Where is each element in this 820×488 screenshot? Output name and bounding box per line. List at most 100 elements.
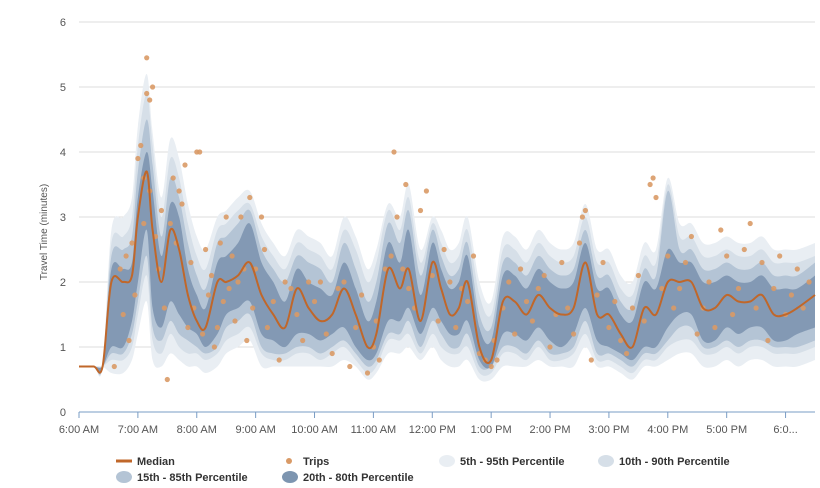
trip-point [794,266,800,272]
trip-point [800,305,806,311]
trip-point [294,311,300,318]
trip-point [488,363,494,370]
trip-point [214,324,220,331]
trip-point [364,370,371,376]
y-tick-label: 1 [60,342,66,354]
trip-point [635,272,642,279]
trip-point [724,253,730,259]
trip-point [117,266,123,272]
trip-point [665,253,671,259]
median-line [78,170,816,374]
trip-point [753,305,759,311]
x-tick-label: 7:00 AM [118,424,158,436]
trip-point [132,292,138,298]
trip-point [706,279,712,285]
trip-point [158,207,164,214]
trip-point [600,259,606,266]
y-axis-title: Travel Time (minutes) [39,184,50,280]
trip-point [618,337,624,344]
trip-point [535,285,541,292]
trip-point [167,220,173,227]
x-tick-label: 6:00 AM [59,424,99,436]
trip-point [470,253,477,259]
trip-point [264,324,270,331]
trip-point [423,188,429,194]
trip-point [317,279,323,285]
x-tick-label: 4:00 PM [647,424,688,436]
trip-point [211,344,217,350]
trip-point [518,266,524,272]
trip-point [359,292,365,298]
trip-point [417,207,424,214]
legend-item-band-15-85: 15th - 85th Percentile [116,471,248,484]
legend-swatch-band-20-80 [282,471,298,483]
trip-point [641,318,647,324]
trip-point [403,181,409,188]
legend: Median Trips 5th - 95th Percentile 10th - 9… [116,455,730,484]
trip-point [179,201,185,207]
y-tick-label: 3 [60,212,66,224]
trip-point [226,285,232,292]
trip-point [141,220,147,227]
y-tick-label: 6 [60,17,66,29]
trip-point [529,318,536,324]
trip-point [144,90,150,97]
trip-point [188,259,194,266]
trip-point [718,227,724,233]
trip-point [288,285,294,292]
trip-point [235,279,241,285]
legend-swatch-band-10-90 [598,455,614,467]
trip-point [576,240,583,246]
trip-point [788,292,795,298]
trip-point [541,272,547,279]
legend-swatch-trips [286,458,292,464]
trip-point [671,305,677,311]
trip-point [135,155,141,162]
trip-point [341,279,347,285]
trip-point [376,357,382,363]
trip-point [223,214,229,220]
legend-item-trips: Trips [286,456,329,468]
trip-point [129,240,135,246]
trip-point [205,292,212,298]
trip-point [647,181,653,188]
trip-point [400,266,406,272]
trip-point [335,285,341,292]
trip-point [747,220,753,227]
trip-point [582,207,589,214]
x-tick-label: 3:00 PM [588,424,629,436]
trip-point [629,305,636,311]
percentile-bands [79,73,815,382]
trip-point [382,266,388,272]
trip-point [111,363,117,370]
trip-point [659,285,665,292]
trip-point [182,162,188,168]
trip-point [150,84,156,90]
trip-point [244,337,250,344]
trip-point [579,214,586,220]
trip-points [111,55,812,383]
trip-point [161,305,167,311]
trip-point [624,350,630,357]
legend-label: Median [137,456,175,468]
trip-point [465,298,471,305]
trip-point [712,324,718,331]
trip-point [435,318,441,324]
x-tick-label: 1:00 PM [471,424,512,436]
trip-point [391,149,397,155]
trip-point [394,214,400,220]
trip-point [147,97,153,103]
trip-point [170,175,176,181]
trip-point [650,175,656,181]
legend-label: 20th - 80th Percentile [303,472,414,484]
trip-point [232,318,238,324]
y-tick-label: 0 [60,407,66,419]
trip-point [144,55,150,61]
trip-point [247,194,253,201]
trip-point [347,363,353,370]
trip-point [197,149,203,155]
trip-point [270,298,276,305]
y-tick-label: 4 [60,147,66,159]
trip-point [682,259,689,266]
